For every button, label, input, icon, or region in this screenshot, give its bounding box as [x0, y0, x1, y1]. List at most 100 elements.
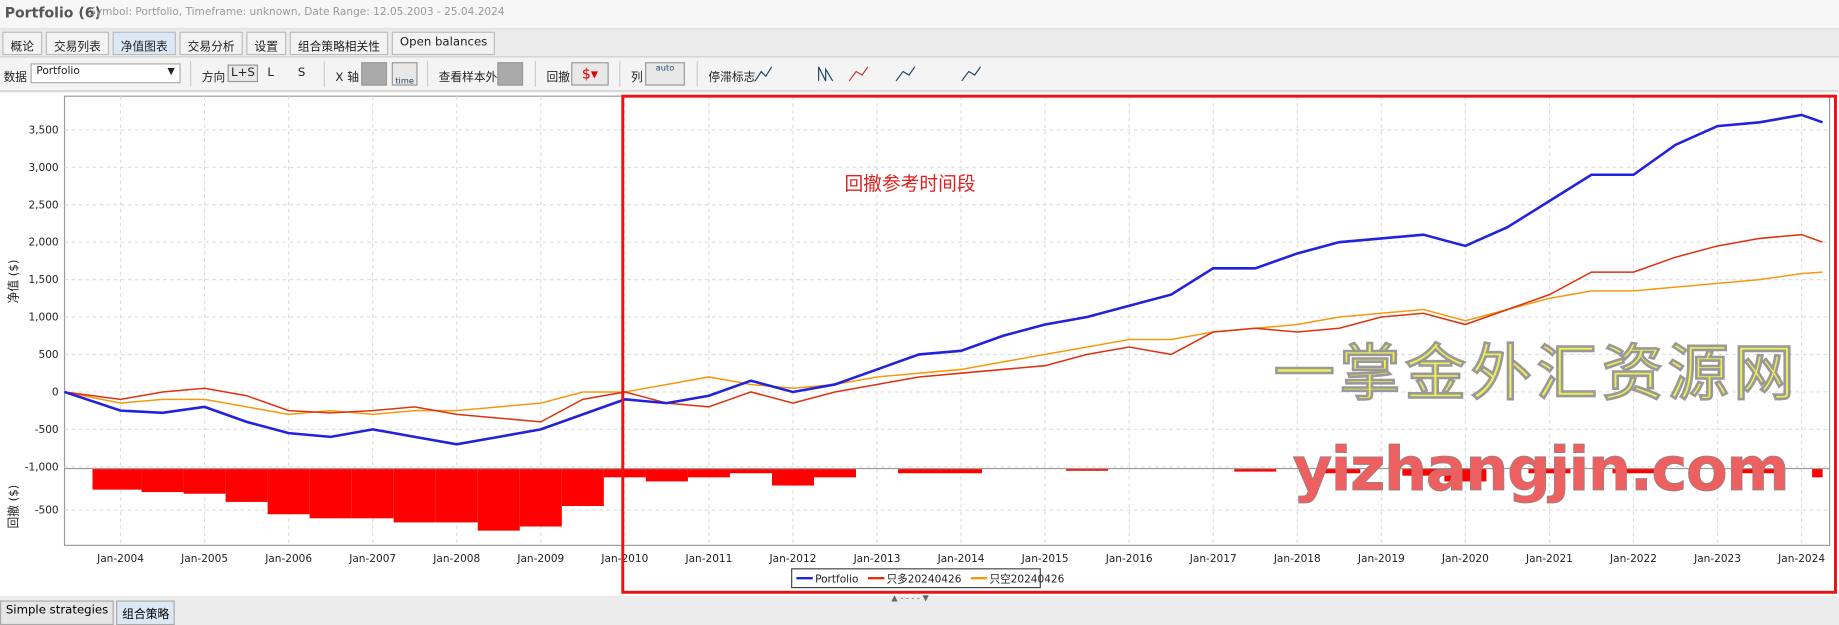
drawdown-bar [351, 469, 394, 519]
y-tick-label: 0 [52, 386, 59, 398]
label: 数据 [3, 71, 27, 85]
icon-button[interactable]: time [391, 62, 418, 86]
series-line [64, 233, 1823, 423]
direction-button[interactable]: L [267, 66, 274, 80]
watermark: yizhangjin.com [1292, 434, 1789, 505]
drawdown-bar [225, 469, 268, 502]
dropdown-arrow: ▼ [167, 65, 175, 77]
series-line [64, 113, 1824, 446]
icon [754, 66, 773, 82]
x-tick-label: Jan-2017 [1189, 553, 1237, 565]
drawdown-bar [1066, 469, 1109, 471]
drawdown-bar [1444, 469, 1487, 482]
x-tick-label: Jan-2023 [1693, 553, 1741, 565]
drawdown-bar [1318, 469, 1361, 474]
x-tick-label: Jan-2016 [1105, 553, 1153, 565]
separator [696, 60, 698, 87]
button-text: auto [655, 63, 675, 73]
x-tick-label: Jan-2019 [1357, 553, 1405, 565]
drawdown-bar [435, 469, 478, 523]
button-text: time [395, 76, 414, 86]
bottom-tab[interactable]: Simple strategies [0, 600, 115, 625]
drawdown-bar [1528, 469, 1571, 474]
chart-icons [754, 66, 981, 82]
drawdown-bar [393, 469, 436, 523]
icon [895, 66, 916, 82]
tab[interactable]: 组合策略相关性 [289, 31, 389, 56]
x-tick-label: Jan-2012 [769, 553, 817, 565]
x-tick-label: Jan-2024 [1777, 553, 1825, 565]
x-tick-label: Jan-2009 [516, 553, 564, 565]
separator [189, 60, 192, 87]
x-tick-label: Jan-2020 [1441, 553, 1489, 565]
splitter-grip[interactable]: ▲ - - - - ▼ [891, 592, 929, 602]
y-tick-label: 3,500 [28, 124, 58, 136]
icon-button[interactable]: auto [645, 62, 685, 86]
separator [619, 60, 621, 87]
drawdown-bar [645, 469, 688, 482]
tab[interactable]: 交易列表 [45, 31, 110, 56]
x-tick-label: Jan-2022 [1609, 553, 1657, 565]
legend-label: Portfolio [815, 573, 858, 585]
y-tick-label: 1,000 [28, 312, 58, 324]
x-tick-label: Jan-2008 [432, 553, 480, 565]
direction-button[interactable]: L+S [227, 64, 259, 83]
x-tick-label: Jan-2007 [348, 553, 396, 565]
tab[interactable]: 概论 [2, 31, 43, 56]
toolbar: 数据 Portfolio ▼ 方向 L+S L S X 轴 time 查看样本外 … [0, 56, 1839, 92]
y-axis-label: 净值 ($) [7, 260, 21, 304]
x-tick-label: Jan-2005 [180, 553, 228, 565]
drawdown-bar [141, 469, 184, 493]
tab[interactable]: 净值图表 [112, 31, 176, 56]
x-tick-label: Jan-2010 [600, 553, 648, 565]
label: X 轴 [335, 71, 359, 85]
legend-box [791, 568, 1041, 589]
bottom-tab-bar: Simple strategies 组合策略 [0, 600, 176, 625]
icon [818, 66, 834, 82]
label: 回撤 [546, 71, 570, 85]
icon-button[interactable] [361, 62, 388, 86]
drawdown-bar [729, 469, 772, 474]
annotation: 回撤参考时间段 [844, 173, 975, 195]
legend-label: 只空20240426 [990, 572, 1065, 585]
drawdown-bar [1738, 469, 1781, 474]
drawdown-bar [813, 469, 857, 478]
drawdown-bar [1812, 469, 1823, 478]
y2-axis-label: 回撤 ($) [7, 485, 21, 529]
bottom-tab[interactable]: 组合策略 [116, 600, 176, 625]
header: Portfolio (6) Symbol: Portfolio, Timefra… [0, 0, 1839, 30]
y-tick-label: 500 [39, 349, 59, 361]
label: 方向 [201, 71, 226, 85]
y-tick-label: 1,500 [28, 274, 58, 286]
data-dropdown[interactable]: Portfolio ▼ [30, 63, 181, 84]
direction-button[interactable]: S [297, 66, 306, 80]
drawdown-bar [687, 469, 730, 478]
x-tick-label: Jan-2011 [684, 553, 732, 565]
icon [848, 66, 869, 82]
drawdown-bar [309, 469, 352, 519]
drawdown-bar [603, 469, 646, 478]
tab[interactable]: Open balances [391, 31, 496, 56]
icon-button[interactable] [497, 62, 524, 86]
y-tick-label: 2,500 [28, 199, 58, 211]
y-tick-label: 3,000 [28, 162, 58, 174]
tab[interactable]: 设置 [246, 31, 287, 56]
separator [534, 60, 536, 87]
y-tick-label: 2,000 [28, 237, 58, 249]
icon-button[interactable]: $▾ [571, 62, 609, 86]
icon [961, 66, 981, 82]
dropdown-value: Portfolio [36, 65, 80, 78]
tab[interactable]: 交易分析 [179, 31, 243, 56]
y-tick-label: -500 [35, 424, 59, 436]
x-tick-label: Jan-2018 [1273, 553, 1321, 565]
label: 列 [630, 71, 643, 85]
drawdown-bar [183, 469, 226, 494]
drawdown-bar [92, 469, 142, 490]
drawdown-bar [771, 469, 814, 486]
drawdown-bar [1234, 469, 1277, 472]
separator [323, 60, 325, 87]
x-tick-label: Jan-2006 [264, 553, 312, 565]
drawdown-bar [898, 469, 941, 474]
window-subtitle: Symbol: Portfolio, Timeframe: unknown, D… [89, 7, 505, 19]
